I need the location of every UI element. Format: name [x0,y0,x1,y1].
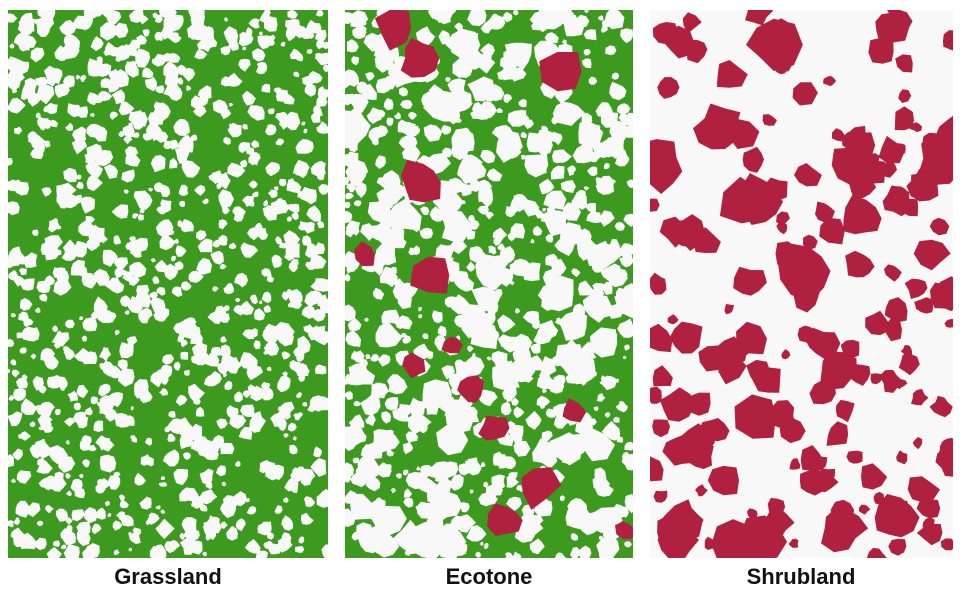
texture [295,546,305,553]
panel-label: Grassland [114,564,222,589]
texture [492,274,498,280]
texture [377,180,381,184]
texture [868,37,893,63]
texture [323,490,335,503]
texture [220,443,234,454]
texture [17,332,23,338]
ecotone-map [332,2,642,565]
texture [276,90,288,102]
figure: Grassland Ecotone Shrubland [0,0,961,594]
texture [467,3,486,26]
texture [501,68,514,81]
panel-label: Shrubland [747,564,856,589]
grassland-map [2,1,335,562]
texture [47,375,63,389]
page: Grassland Ecotone Shrubland (() => { con… [0,0,961,594]
texture [180,352,188,360]
texture [263,461,275,475]
texture [161,476,165,480]
texture [100,455,117,472]
texture [154,305,161,313]
texture [91,396,98,404]
shrubland-map [630,0,961,570]
texture [134,385,149,399]
panel-label: Ecotone [446,564,533,589]
texture [119,342,133,358]
texture [510,425,524,439]
texture [5,201,19,215]
texture [307,49,313,54]
texture [316,8,324,16]
texture [645,387,662,404]
texture [56,184,72,200]
